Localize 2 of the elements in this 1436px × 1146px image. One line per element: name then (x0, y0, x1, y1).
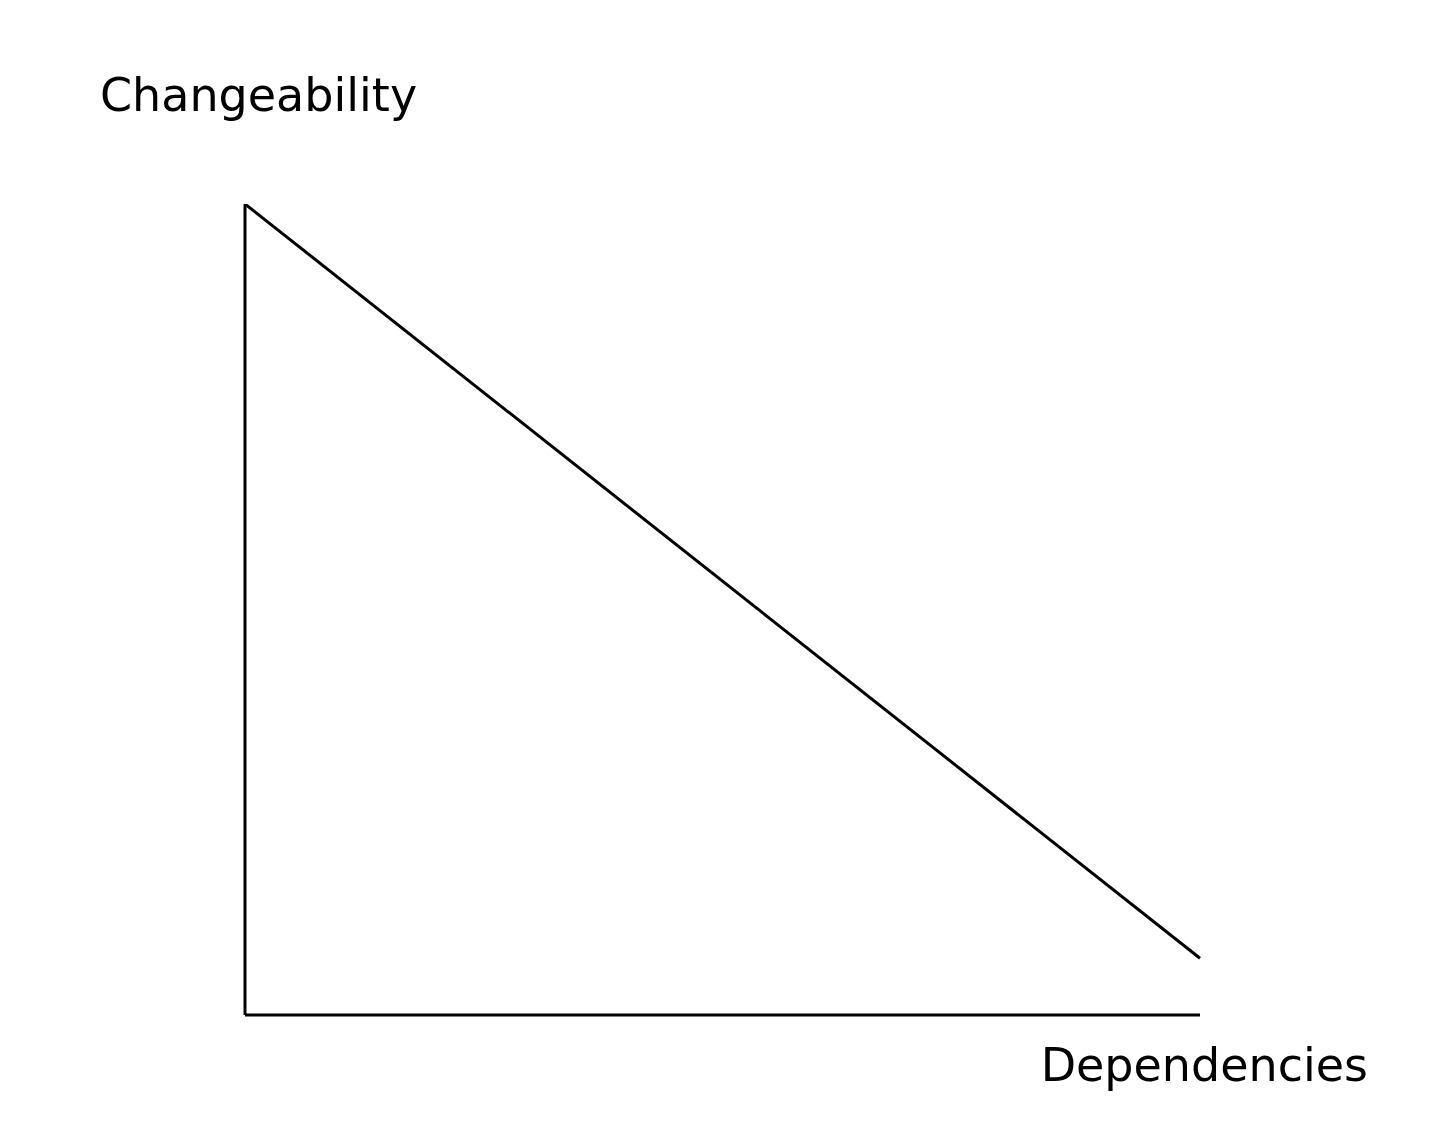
x-axis-title: Dependencies (1040, 1038, 1368, 1092)
y-axis-title: Changeability (100, 68, 418, 122)
